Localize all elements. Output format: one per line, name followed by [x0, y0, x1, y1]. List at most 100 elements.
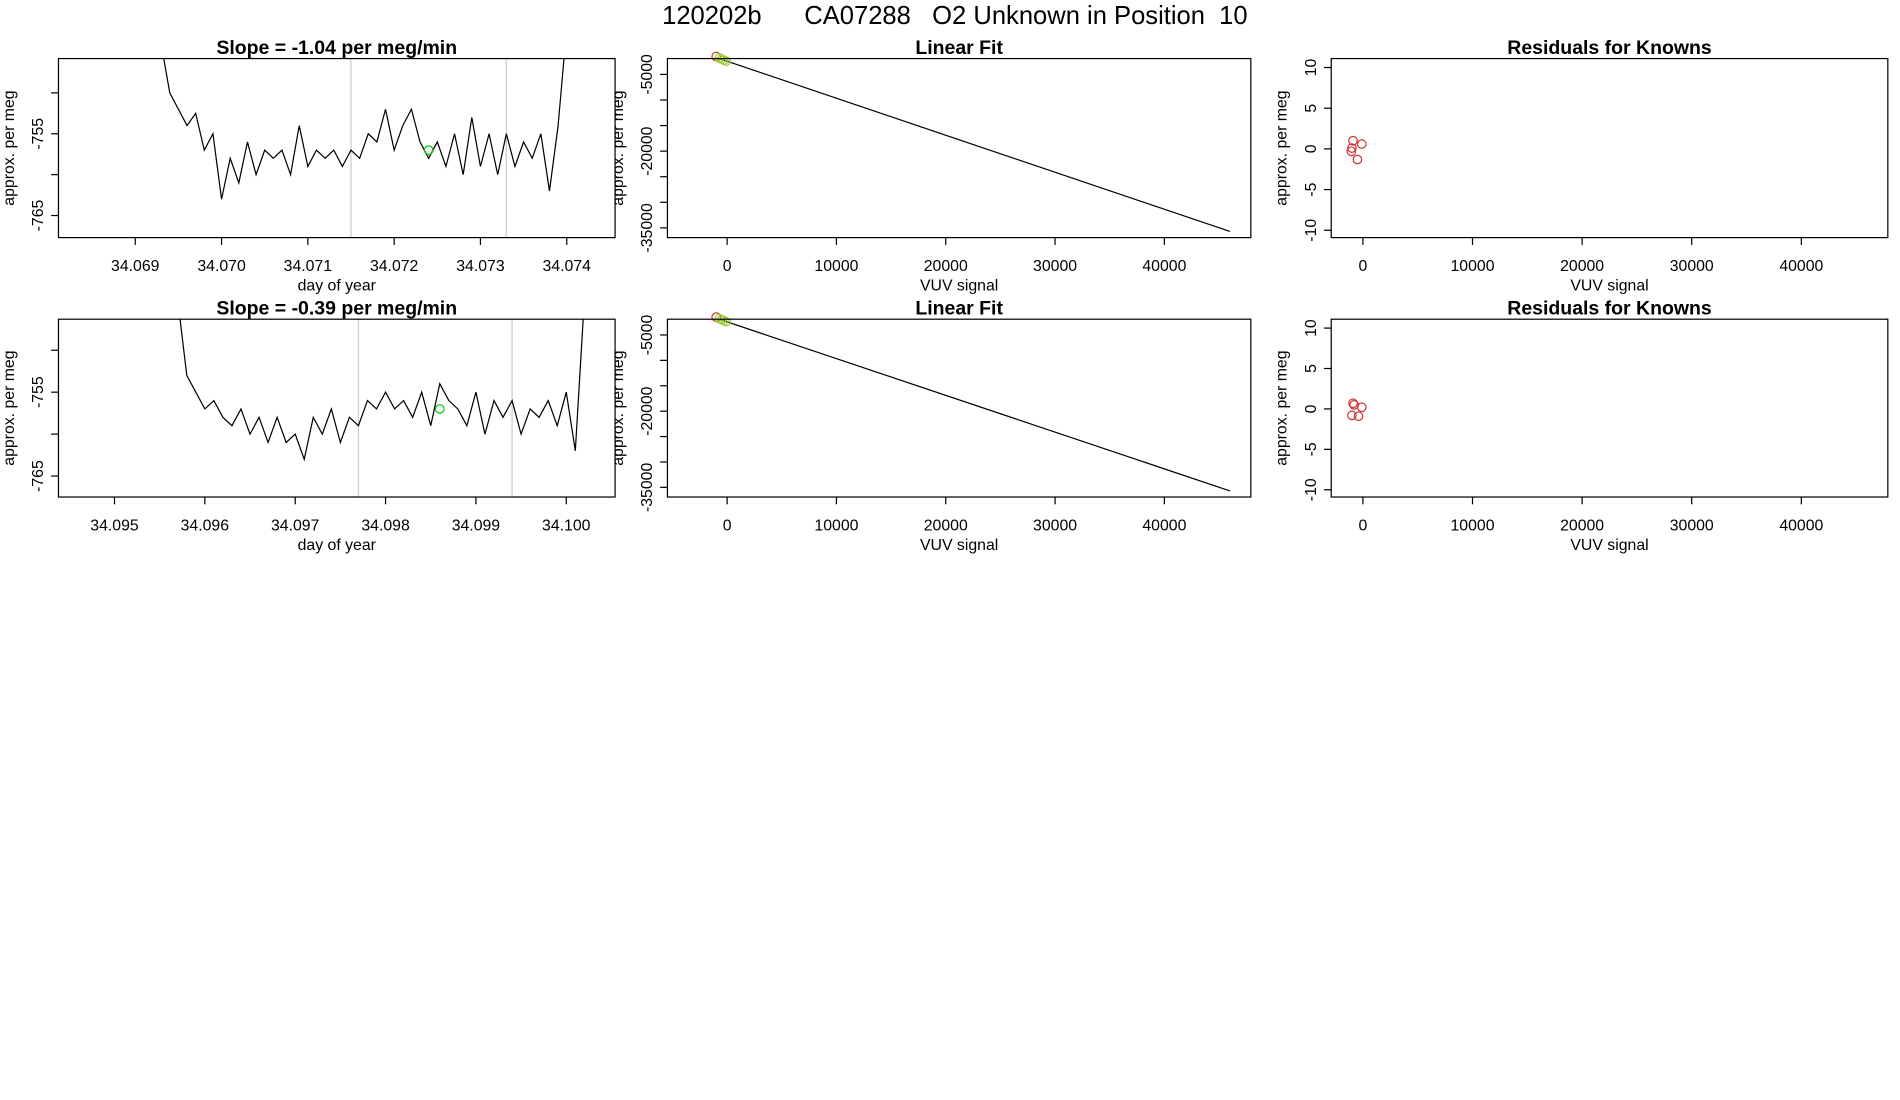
- x-tick-label: 10000: [814, 517, 858, 534]
- data-point: [1353, 411, 1364, 422]
- x-tick-label: 0: [723, 258, 732, 275]
- figure-title: 120202b CA07288 O2 Unknown in Position 1…: [662, 2, 1247, 30]
- x-tick-label: 34.096: [181, 517, 230, 534]
- x-tick-label: 20000: [924, 517, 968, 534]
- data-point: [434, 404, 445, 414]
- y-tick-label: -755: [30, 118, 47, 150]
- panel: Linear Fit VUV signal approx. per meg 0 1000…: [610, 298, 1252, 554]
- x-tick-label: 34.074: [543, 258, 592, 275]
- y-tick-label: 0: [1303, 404, 1320, 413]
- y-tick-label: -20000: [639, 386, 656, 435]
- x-axis-label: VUV signal: [920, 278, 998, 295]
- data-point: [1356, 139, 1367, 149]
- panel: Slope = -1.04 per meg/min day of year appr…: [1, 37, 616, 295]
- x-tick-label: 0: [1358, 258, 1367, 275]
- x-axis-label: day of year: [298, 278, 377, 295]
- x-tick-label: 34.100: [542, 517, 591, 534]
- y-tick-label: -35000: [639, 203, 656, 252]
- data-line: [717, 319, 1231, 492]
- y-tick-label: -5000: [639, 54, 656, 95]
- x-tick-label: 30000: [1670, 517, 1714, 534]
- x-tick-label: 10000: [1450, 517, 1494, 534]
- x-axis-label: VUV signal: [1570, 278, 1648, 295]
- data-point: [721, 316, 731, 327]
- x-tick-label: 40000: [1142, 258, 1186, 275]
- x-tick-label: 40000: [1779, 258, 1823, 275]
- panel-title: Slope = -0.39 per meg/min: [216, 298, 457, 320]
- x-tick-label: 10000: [814, 258, 858, 275]
- x-tick-label: 40000: [1779, 517, 1823, 534]
- panel: Slope = -0.39 per meg/min day of year appr…: [1, 298, 616, 554]
- plot-frame: [1330, 318, 1889, 498]
- data-line: [179, 319, 584, 462]
- y-tick-label: -765: [30, 199, 47, 231]
- data-line: [163, 58, 565, 200]
- panel-title: Linear Fit: [915, 298, 1003, 320]
- y-tick-label: -5000: [639, 315, 656, 356]
- plot-frame: [666, 57, 1252, 239]
- y-tick-label: 5: [1303, 364, 1320, 373]
- x-tick-label: 0: [723, 517, 732, 534]
- x-tick-label: 34.073: [456, 258, 505, 275]
- data-point: [1348, 398, 1358, 409]
- data-point: [721, 56, 731, 66]
- y-tick-label: 0: [1303, 144, 1320, 153]
- x-tick-label: 34.097: [271, 517, 319, 534]
- y-axis-label: approx. per meg: [610, 90, 627, 205]
- y-tick-label: 10: [1303, 319, 1320, 337]
- x-tick-label: 34.098: [361, 517, 410, 534]
- data-line: [717, 58, 1231, 233]
- plot-frame: [57, 57, 616, 239]
- x-axis-label: VUV signal: [920, 537, 998, 554]
- y-axis-label: approx. per meg: [610, 350, 627, 465]
- panel-title: Residuals for Knowns: [1507, 298, 1712, 320]
- x-axis-label: day of year: [298, 537, 377, 554]
- y-axis-label: approx. per meg: [1274, 90, 1291, 205]
- y-axis-label: approx. per meg: [1, 90, 18, 205]
- y-tick-label: -5: [1303, 442, 1320, 456]
- x-tick-label: 30000: [1033, 258, 1077, 275]
- y-tick-label: 5: [1303, 104, 1320, 113]
- plot-frame: [57, 318, 616, 498]
- y-tick-label: 10: [1303, 59, 1320, 77]
- data-point: [1352, 154, 1363, 165]
- x-tick-label: 10000: [1450, 258, 1494, 275]
- x-tick-label: 0: [1358, 517, 1367, 534]
- y-tick-label: -20000: [639, 126, 656, 175]
- panel-title: Linear Fit: [915, 37, 1003, 59]
- y-tick-label: -5: [1303, 182, 1320, 196]
- y-tick-label: -765: [30, 460, 47, 492]
- plot-frame: [1330, 57, 1889, 239]
- x-tick-label: 30000: [1033, 517, 1077, 534]
- x-tick-label: 34.099: [452, 517, 501, 534]
- y-tick-label: -10: [1303, 219, 1320, 242]
- plot-frame: [666, 318, 1252, 498]
- x-tick-label: 20000: [1560, 258, 1604, 275]
- x-tick-label: 34.072: [370, 258, 418, 275]
- data-point: [423, 145, 434, 155]
- x-tick-label: 40000: [1142, 517, 1186, 534]
- y-axis-label: approx. per meg: [1, 350, 18, 465]
- panel: Linear Fit VUV signal approx. per meg 0 1000…: [610, 37, 1252, 295]
- x-tick-label: 20000: [924, 258, 968, 275]
- x-tick-label: 20000: [1560, 517, 1604, 534]
- data-point: [1347, 410, 1357, 421]
- x-tick-label: 30000: [1670, 258, 1714, 275]
- panel-title: Residuals for Knowns: [1507, 37, 1712, 59]
- x-tick-label: 34.069: [111, 258, 160, 275]
- x-tick-label: 34.070: [197, 258, 246, 275]
- y-axis-label: approx. per meg: [1274, 350, 1291, 465]
- data-point: [1356, 402, 1367, 413]
- y-tick-label: -755: [30, 376, 47, 408]
- y-tick-label: -10: [1303, 478, 1320, 501]
- panel-title: Slope = -1.04 per meg/min: [216, 37, 457, 59]
- y-tick-label: -35000: [639, 463, 656, 512]
- data-point: [1347, 143, 1357, 153]
- data-point: [1348, 135, 1358, 146]
- panel: Residuals for Knowns VUV signal approx. pe…: [1274, 37, 1889, 295]
- x-tick-label: 34.095: [90, 517, 139, 534]
- x-tick-label: 34.071: [284, 258, 333, 275]
- x-axis-label: VUV signal: [1570, 537, 1648, 554]
